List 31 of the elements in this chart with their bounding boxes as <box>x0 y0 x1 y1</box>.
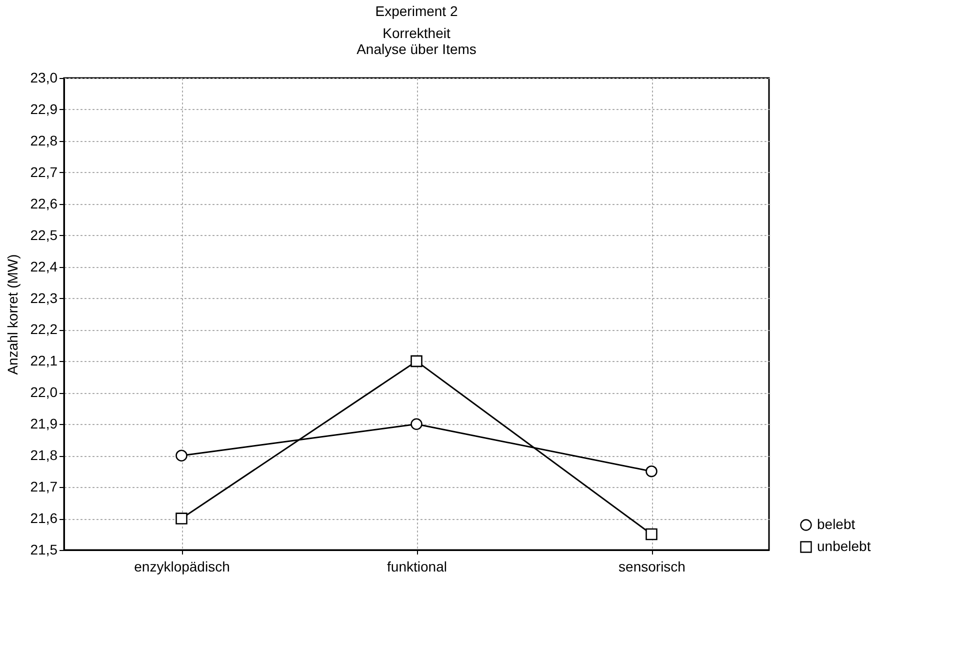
y-tick-label: 21,7 <box>30 478 58 495</box>
text: Analyse über Items <box>356 41 476 57</box>
point <box>176 512 188 524</box>
y-tick-label: 22,7 <box>30 164 58 180</box>
y-tick-label: 22,2 <box>30 321 58 338</box>
point <box>410 355 422 368</box>
y-tick-label: 21,6 <box>30 510 58 526</box>
chart-title: Experiment 2 <box>375 3 458 19</box>
y-tick-label: 21,5 <box>30 542 58 558</box>
y-tick-label: 22,0 <box>30 384 58 400</box>
y-tick-label: 21,9 <box>30 416 58 432</box>
x-tick-label: sensorisch <box>618 558 686 574</box>
x-tick-label: funktional <box>387 558 447 574</box>
y-tick-label: 22,5 <box>30 226 58 243</box>
y-tick-label: 22,3 <box>30 290 58 306</box>
y-tick-label: 22,8 <box>30 132 58 148</box>
y-tick-label: 22,4 <box>30 258 58 274</box>
y-tick-label: 23,0 <box>30 70 58 86</box>
point <box>176 450 188 462</box>
point <box>410 418 422 430</box>
y-tick-label: 21,8 <box>30 447 58 464</box>
chart-subtitle: Korrektheit <box>382 25 450 41</box>
y-tick-label: 22,6 <box>30 195 58 212</box>
point <box>646 528 658 540</box>
legend-label: unbelebt <box>817 538 871 554</box>
legend-label: belebt <box>817 516 856 532</box>
y-axis-title: Anzahl korret (MW) <box>4 254 20 375</box>
y-tick-label: 22,1 <box>30 352 58 369</box>
y-tick-label: 22,9 <box>30 100 58 117</box>
point <box>646 465 658 478</box>
x-tick-label: enzyklopädisch <box>134 558 230 574</box>
